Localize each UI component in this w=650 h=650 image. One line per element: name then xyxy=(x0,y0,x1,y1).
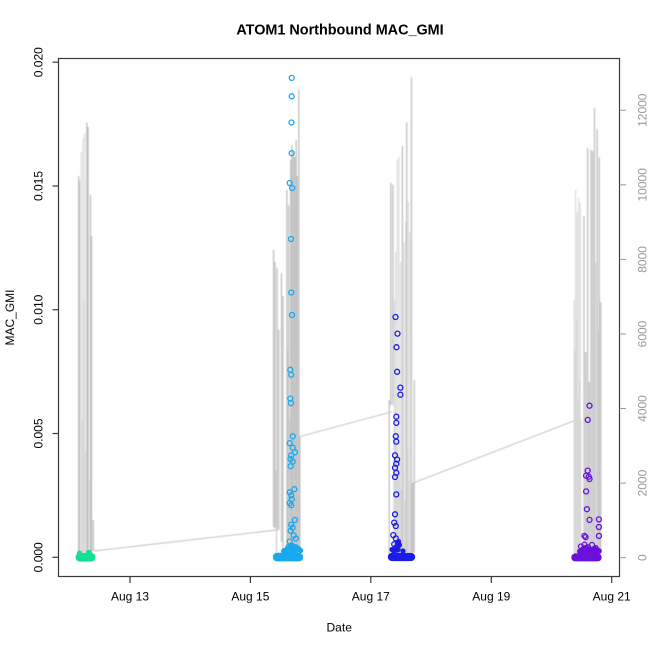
svg-text:ATOM1 Northbound MAC_GMI: ATOM1 Northbound MAC_GMI xyxy=(236,23,443,39)
svg-text:0: 0 xyxy=(636,554,650,561)
svg-text:4000: 4000 xyxy=(636,395,650,422)
svg-text:6000: 6000 xyxy=(636,320,650,347)
svg-text:0.005: 0.005 xyxy=(32,418,46,448)
svg-text:Aug 15: Aug 15 xyxy=(231,589,269,603)
svg-text:Aug 21: Aug 21 xyxy=(593,589,631,603)
svg-text:Aug 13: Aug 13 xyxy=(111,589,149,603)
svg-text:Aug 17: Aug 17 xyxy=(352,589,390,603)
svg-text:10000: 10000 xyxy=(636,168,650,202)
svg-text:2000: 2000 xyxy=(636,469,650,496)
svg-text:0.020: 0.020 xyxy=(32,47,46,77)
svg-text:8000: 8000 xyxy=(636,246,650,273)
svg-text:Aug 19: Aug 19 xyxy=(472,589,510,603)
svg-text:12000: 12000 xyxy=(636,93,650,127)
svg-text:0.010: 0.010 xyxy=(32,294,46,324)
svg-text:Date: Date xyxy=(327,621,353,635)
svg-text:0.015: 0.015 xyxy=(32,171,46,201)
svg-text:MAC_GMI: MAC_GMI xyxy=(3,289,17,345)
svg-text:0.000: 0.000 xyxy=(32,542,46,572)
